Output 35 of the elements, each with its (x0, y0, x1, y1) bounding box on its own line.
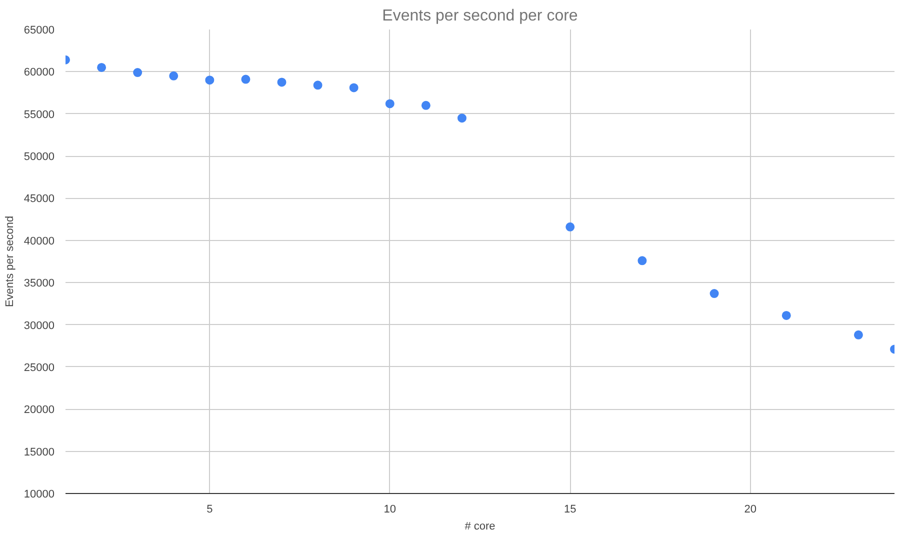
y-tick-label: 65000 (24, 24, 55, 36)
x-axis-title: # core (464, 520, 496, 532)
y-tick-label: 55000 (24, 108, 55, 121)
point (133, 68, 142, 78)
point (566, 222, 575, 232)
y-tick-label: 45000 (24, 193, 55, 206)
point (277, 78, 286, 87)
x-tick-label: 10 (384, 504, 396, 516)
point (782, 311, 791, 320)
chart-title: Events per second per core (382, 8, 578, 24)
y-tick-label: 15000 (24, 446, 55, 458)
y-tick-label: 40000 (24, 235, 55, 248)
y-tick-label: 30000 (24, 320, 55, 332)
point (205, 76, 214, 85)
y-tick-label: 35000 (24, 278, 55, 290)
point (421, 100, 430, 110)
point (97, 62, 106, 72)
y-axis-title: Events per second (4, 216, 16, 308)
point (169, 71, 178, 80)
y-tick-label: 50000 (24, 151, 55, 164)
y-tick-label: 25000 (24, 362, 55, 374)
point (457, 114, 466, 123)
point (349, 83, 358, 92)
x-tick-label: 20 (744, 504, 756, 516)
y-tick-label: 60000 (24, 66, 55, 79)
point (313, 80, 322, 90)
y-tick-label: 10000 (24, 488, 55, 500)
y-tick-label: 20000 (24, 404, 55, 416)
x-tick-label: 15 (564, 504, 576, 516)
point (241, 74, 250, 84)
point (385, 99, 394, 108)
x-tick-label: 5 (206, 504, 213, 516)
point (710, 289, 719, 298)
point (638, 256, 647, 266)
point (854, 330, 863, 340)
